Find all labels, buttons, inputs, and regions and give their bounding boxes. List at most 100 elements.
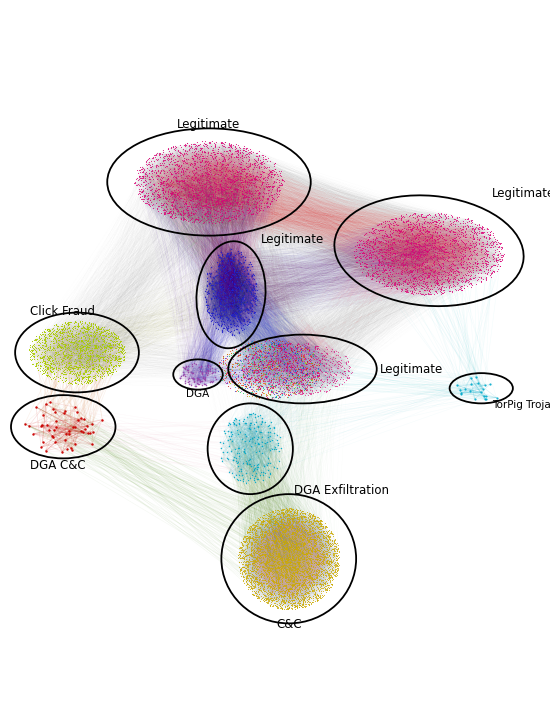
Point [277,530,285,542]
Point [268,576,277,587]
Point [44,342,53,354]
Point [218,201,227,212]
Point [420,221,428,233]
Point [115,335,124,347]
Point [249,342,257,354]
Point [285,518,294,530]
Point [422,252,431,264]
Point [141,179,150,190]
Point [266,551,274,563]
Point [95,370,104,382]
Point [280,337,289,349]
Point [175,147,184,158]
Point [418,228,427,239]
Point [64,321,73,333]
Point [497,251,505,262]
Point [293,541,301,553]
Point [271,593,280,605]
Point [269,364,278,375]
Point [262,509,271,521]
Point [68,362,77,374]
Point [373,247,382,259]
Point [135,171,144,182]
Point [439,222,448,233]
Point [263,585,272,596]
Point [284,502,293,514]
Point [478,238,487,250]
Point [219,139,228,150]
Point [284,537,293,549]
Point [235,267,244,278]
Point [252,347,261,358]
Point [292,542,300,553]
Point [285,365,294,377]
Point [252,525,261,537]
Point [317,378,326,390]
Point [378,278,387,289]
Point [300,564,309,576]
Point [216,210,225,222]
Point [427,211,436,222]
Point [316,356,324,368]
Point [286,515,295,527]
Point [257,357,266,369]
Point [171,174,180,186]
Point [284,590,293,602]
Point [343,371,351,383]
Point [270,356,279,368]
Point [59,323,68,334]
Point [245,569,254,581]
Point [267,372,276,384]
Point [221,170,229,182]
Point [74,328,82,340]
Point [249,565,258,577]
Point [82,323,91,334]
Point [188,204,196,215]
Point [411,238,420,250]
Point [282,553,291,564]
Point [68,330,77,342]
Point [100,342,109,353]
Point [326,578,335,590]
Point [270,529,278,541]
Point [250,173,259,185]
Point [227,363,235,374]
Point [430,233,438,245]
Point [317,574,326,586]
Point [83,334,92,346]
Point [307,350,316,362]
Point [255,161,263,173]
Point [196,148,205,160]
Point [287,553,295,564]
Point [248,158,256,169]
Point [395,234,404,246]
Point [323,551,332,563]
Point [109,363,118,374]
Point [243,540,252,552]
Point [262,537,271,548]
Point [269,567,278,579]
Point [269,542,278,554]
Point [256,517,265,529]
Point [140,180,149,191]
Point [112,331,120,342]
Point [252,290,261,302]
Point [187,372,196,384]
Point [321,527,329,539]
Point [323,536,332,547]
Point [160,154,168,166]
Point [301,348,310,360]
Point [190,191,199,203]
Point [324,571,333,582]
Point [260,594,269,606]
Point [229,342,238,354]
Point [254,189,263,201]
Point [262,348,271,359]
Point [246,472,255,483]
Point [321,567,329,579]
Point [256,156,265,168]
Point [283,379,292,390]
Point [486,229,494,241]
Point [155,174,164,185]
Point [392,261,401,273]
